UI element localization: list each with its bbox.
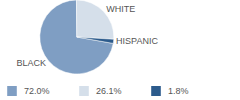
svg-text:26.1%: 26.1% <box>96 86 122 96</box>
svg-text:WHITE: WHITE <box>106 4 135 14</box>
svg-text:BLACK: BLACK <box>17 58 47 68</box>
svg-text:1.8%: 1.8% <box>168 86 189 96</box>
svg-text:HISPANIC: HISPANIC <box>116 36 158 46</box>
svg-text:72.0%: 72.0% <box>24 86 50 96</box>
